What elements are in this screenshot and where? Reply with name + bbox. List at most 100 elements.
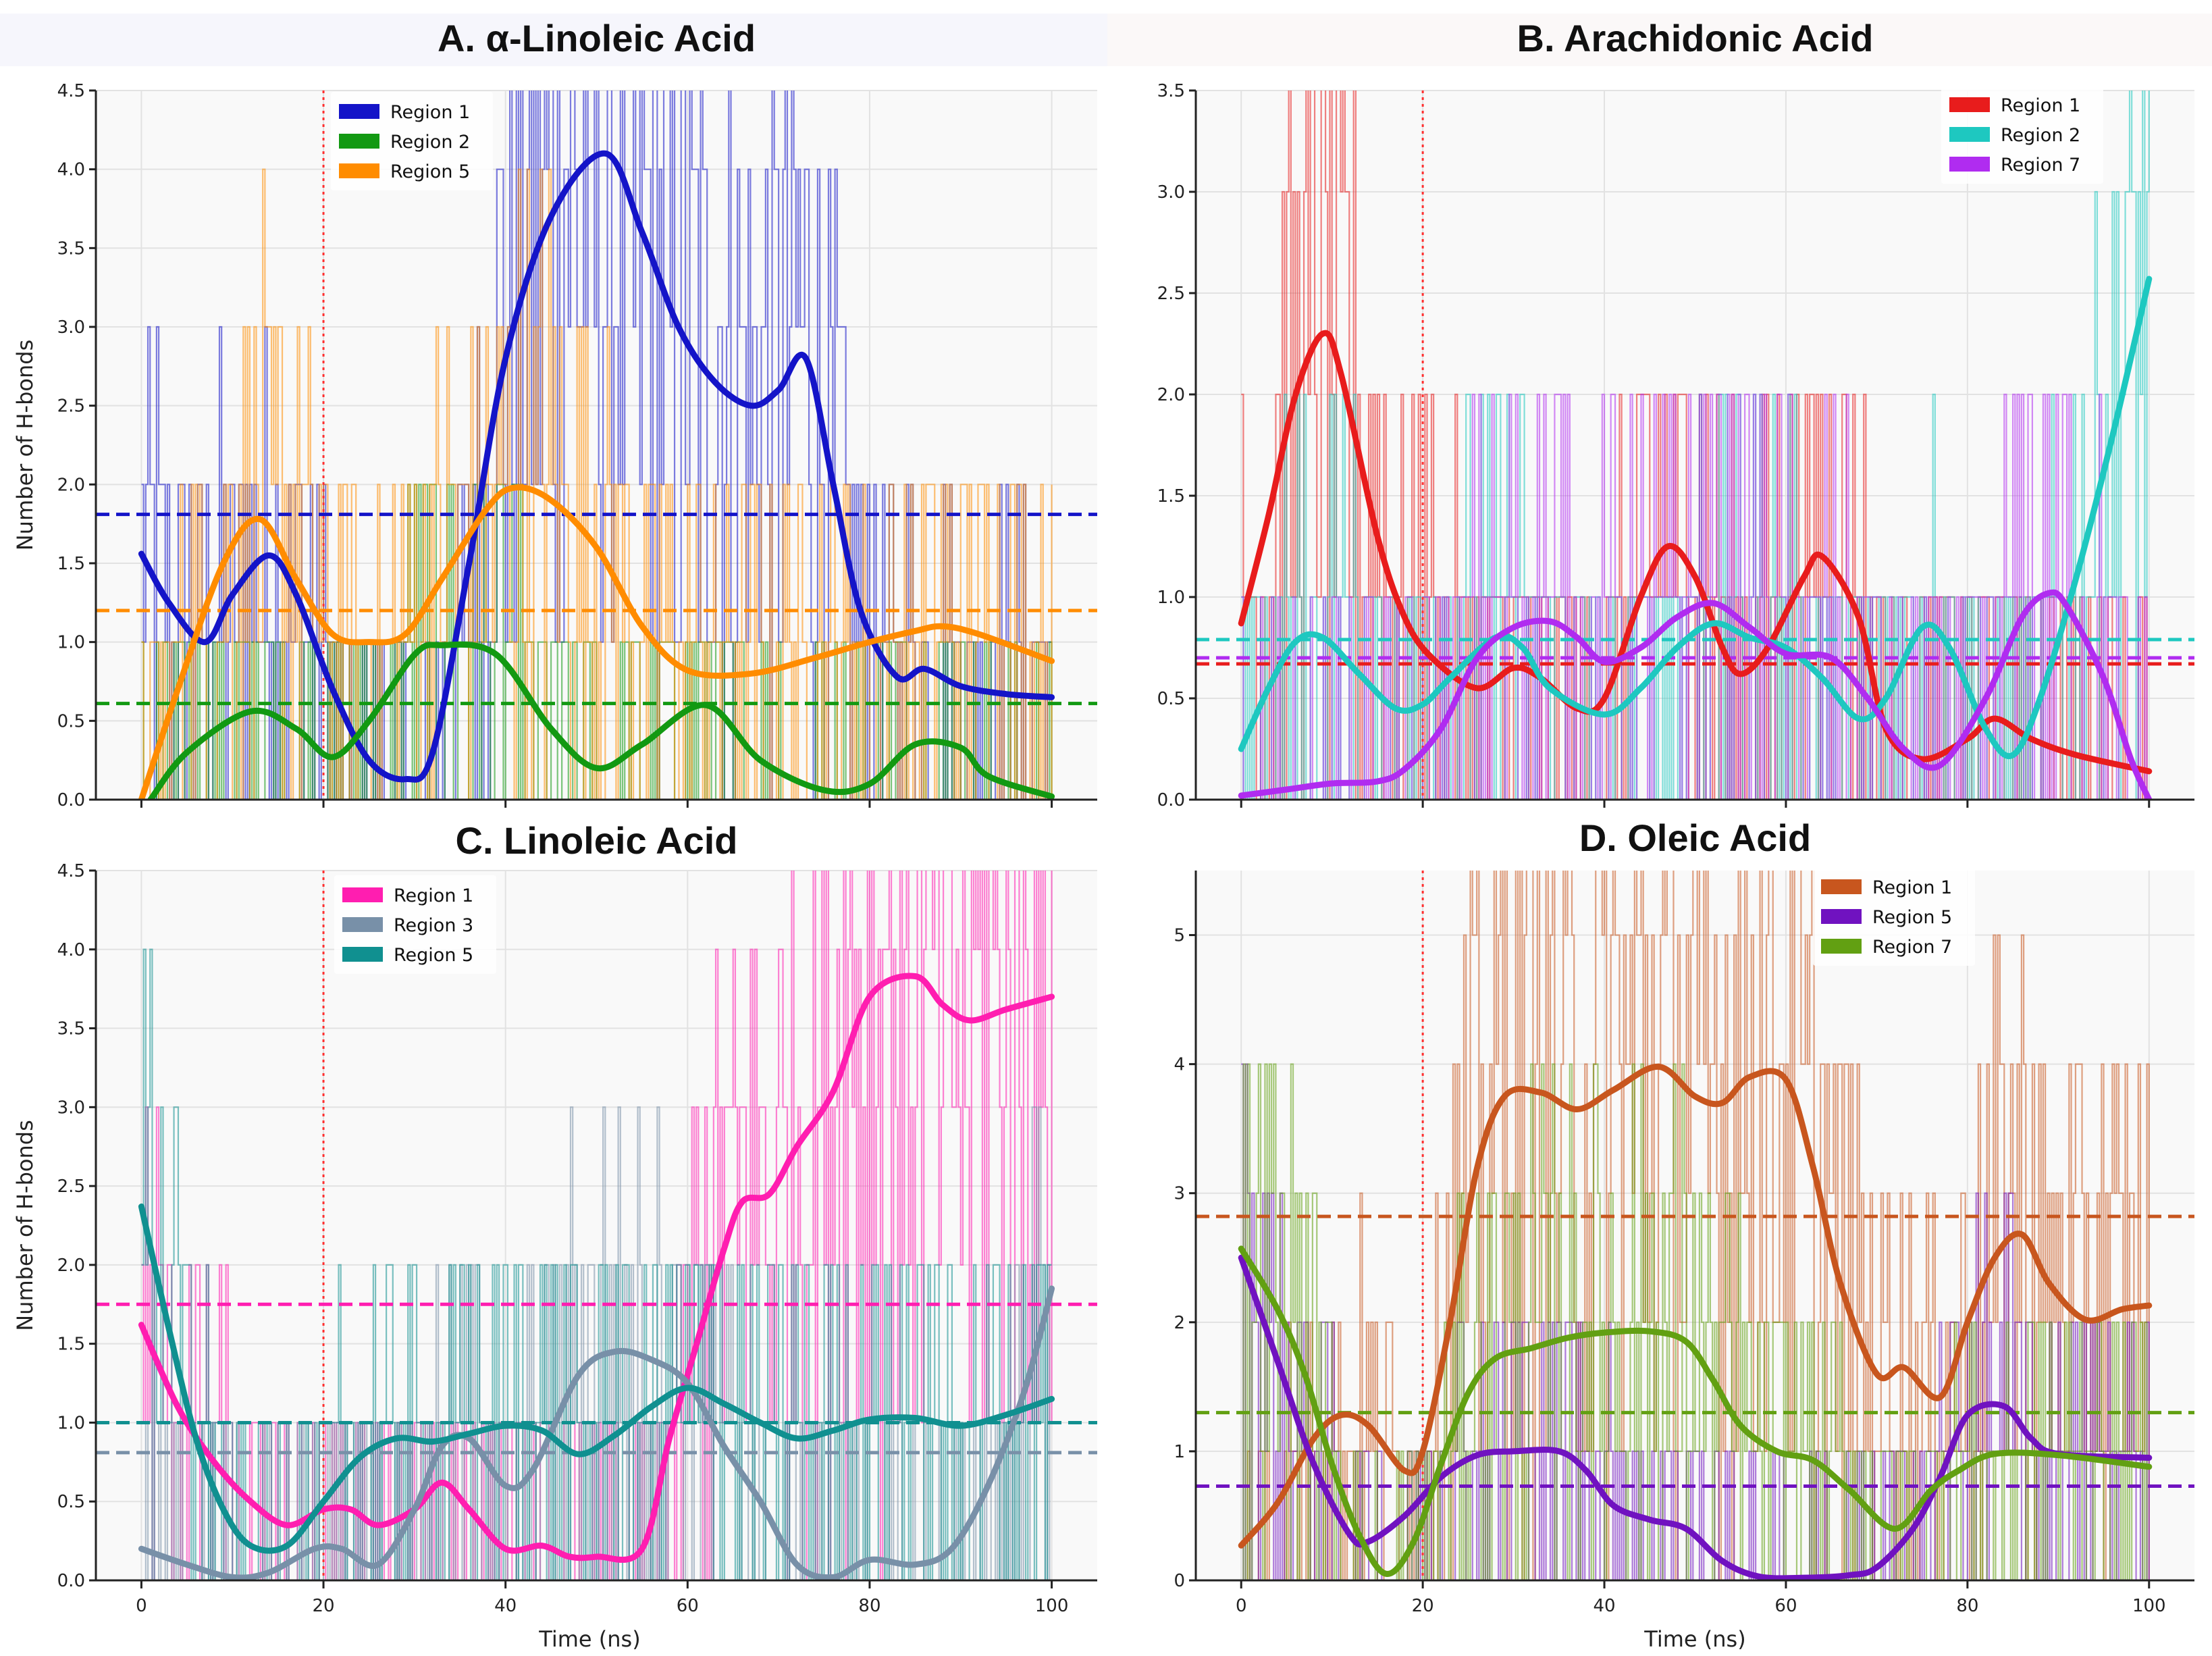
y-tick-label: 2.0 <box>57 1256 85 1276</box>
smoothed-curve-region-1 <box>1238 1063 2153 1549</box>
y-tick-label: 1.5 <box>1157 486 1185 507</box>
panel-c: 0.0 0.5 1.0 1.5 2.0 2.5 3.0 3.5 4.0 4.5 0 20 40 60 80 1… <box>12 819 1097 1652</box>
y-tick-label: 0.0 <box>57 790 85 810</box>
chart-title: C. Linoleic Acid <box>456 819 738 862</box>
legend-label: Region 1 <box>1872 877 1952 898</box>
raw-trace-region-7 <box>1241 1063 2149 1580</box>
smoothed-curve-region-5 <box>1238 1254 2153 1580</box>
smoothed-curve-region-2 <box>147 641 1055 800</box>
chart-title: D. Oleic Acid <box>1579 817 1811 859</box>
y-axis-label: Number of H-bonds <box>12 1120 38 1331</box>
y-tick-label: 1.5 <box>57 1335 85 1355</box>
x-tick-label: 40 <box>1593 1596 1615 1616</box>
plot-area <box>1196 871 2194 1580</box>
x-tick-label: 40 <box>494 1596 517 1616</box>
smoothed-curve-region-2 <box>1238 276 2153 759</box>
smoothed-curve-region-5 <box>138 1203 1055 1554</box>
y-axis-label: Number of H-bonds <box>12 340 38 551</box>
panel-a: 0.0 0.5 1.0 1.5 2.0 2.5 3.0 3.5 4.0 4.5 A. α-Linol… <box>12 17 1097 810</box>
x-tick-label: 20 <box>1412 1596 1434 1616</box>
x-tick-label: 100 <box>2132 1596 2166 1616</box>
x-tick-label: 0 <box>136 1596 147 1616</box>
legend-label: Region 1 <box>394 885 473 906</box>
plot-area <box>1196 90 2194 800</box>
y-tick-label: 3.0 <box>57 1097 85 1118</box>
legend-swatch <box>342 947 383 962</box>
legend: Region 1 Region 5 Region 7 <box>1813 867 1975 966</box>
legend-label: Region 1 <box>2001 95 2080 116</box>
legend-swatch <box>1949 127 1990 142</box>
legend-label: Region 5 <box>1872 907 1952 928</box>
legend-swatch <box>1821 939 1862 954</box>
panel-b: 0.0 0.5 1.0 1.5 2.0 2.5 3.0 3.5 B. Arachidonic A… <box>1157 17 2194 810</box>
y-tick-label: 1.0 <box>57 633 85 653</box>
panel-d: 0 1 2 3 4 5 0 20 40 60 80 100 D. Oleic Acid Time (ns)… <box>1174 817 2194 1652</box>
legend-label: Region 1 <box>390 102 470 123</box>
title-band <box>1107 14 2212 66</box>
y-tick-label: 3.5 <box>57 1019 85 1039</box>
y-tick-label: 3 <box>1174 1184 1185 1204</box>
y-tick-label: 0.5 <box>57 711 85 731</box>
legend-swatch <box>1949 157 1990 172</box>
legend-swatch <box>1821 909 1862 924</box>
y-tick-label: 0.0 <box>57 1571 85 1591</box>
y-tick-label: 2.0 <box>57 475 85 495</box>
y-tick-label: 2.5 <box>1157 284 1185 304</box>
plot-area <box>96 90 1097 800</box>
chart-title: A. α-Linoleic Acid <box>438 17 756 59</box>
legend-swatch <box>342 917 383 932</box>
smoothed-curve-region-5 <box>138 484 1055 800</box>
raw-trace-region-2 <box>1241 90 2150 800</box>
x-tick-label: 80 <box>858 1596 880 1616</box>
chart-title: B. Arachidonic Acid <box>1517 17 1874 59</box>
x-axis-label: Time (ns) <box>538 1626 640 1652</box>
title-band <box>0 14 1107 66</box>
y-tick-label: 3.5 <box>57 238 85 259</box>
y-tick-label: 3.0 <box>57 317 85 338</box>
x-tick-label: 60 <box>677 1596 699 1616</box>
y-tick-label: 4.5 <box>57 81 85 101</box>
y-tick-label: 2.5 <box>57 396 85 417</box>
y-tick-label: 0.5 <box>1157 689 1185 709</box>
x-axis-label: Time (ns) <box>1643 1626 1745 1652</box>
y-tick-label: 4.0 <box>57 160 85 180</box>
legend-label: Region 2 <box>2001 125 2080 146</box>
legend-label: Region 2 <box>390 132 470 153</box>
smoothed-curve-region-7 <box>1238 1245 2153 1577</box>
legend-swatch <box>339 134 379 149</box>
x-tick-label: 100 <box>1035 1596 1069 1616</box>
legend-label: Region 7 <box>1872 937 1952 958</box>
y-tick-label: 2.5 <box>57 1176 85 1197</box>
smoothed-curve-region-7 <box>1238 589 2153 800</box>
y-tick-label: 1.5 <box>57 554 85 574</box>
legend-label: Region 5 <box>390 161 470 182</box>
y-tick-label: 0.5 <box>57 1492 85 1512</box>
raw-trace-region-5 <box>141 168 1053 800</box>
smoothed-curve-region-1 <box>1238 330 2153 775</box>
x-tick-label: 20 <box>312 1596 334 1616</box>
y-tick-label: 4.0 <box>57 940 85 960</box>
y-tick-label: 4.5 <box>57 861 85 881</box>
legend: Region 1 Region 2 Region 7 <box>1941 85 2103 184</box>
y-tick-label: 0 <box>1174 1571 1185 1591</box>
y-tick-label: 5 <box>1174 926 1185 946</box>
smoothed-curve-region-1 <box>138 150 1055 783</box>
legend: Region 1 Region 3 Region 5 <box>334 875 496 974</box>
y-tick-label: 3.0 <box>1157 182 1185 203</box>
x-tick-label: 0 <box>1236 1596 1247 1616</box>
legend-label: Region 5 <box>394 945 473 966</box>
raw-trace-region-2 <box>141 484 1053 800</box>
x-tick-label: 60 <box>1774 1596 1797 1616</box>
legend-swatch <box>339 163 379 178</box>
smoothed-curve-region-3 <box>138 1285 1055 1580</box>
y-tick-label: 4 <box>1174 1055 1185 1075</box>
legend-swatch <box>1949 97 1990 112</box>
raw-trace-region-5 <box>141 948 1052 1580</box>
legend: Region 1 Region 2 Region 5 <box>331 92 493 190</box>
y-tick-label: 2 <box>1174 1313 1185 1333</box>
x-tick-label: 80 <box>1956 1596 1978 1616</box>
legend-swatch <box>1821 879 1862 894</box>
legend-label: Region 3 <box>394 915 473 936</box>
legend-swatch <box>339 104 379 119</box>
